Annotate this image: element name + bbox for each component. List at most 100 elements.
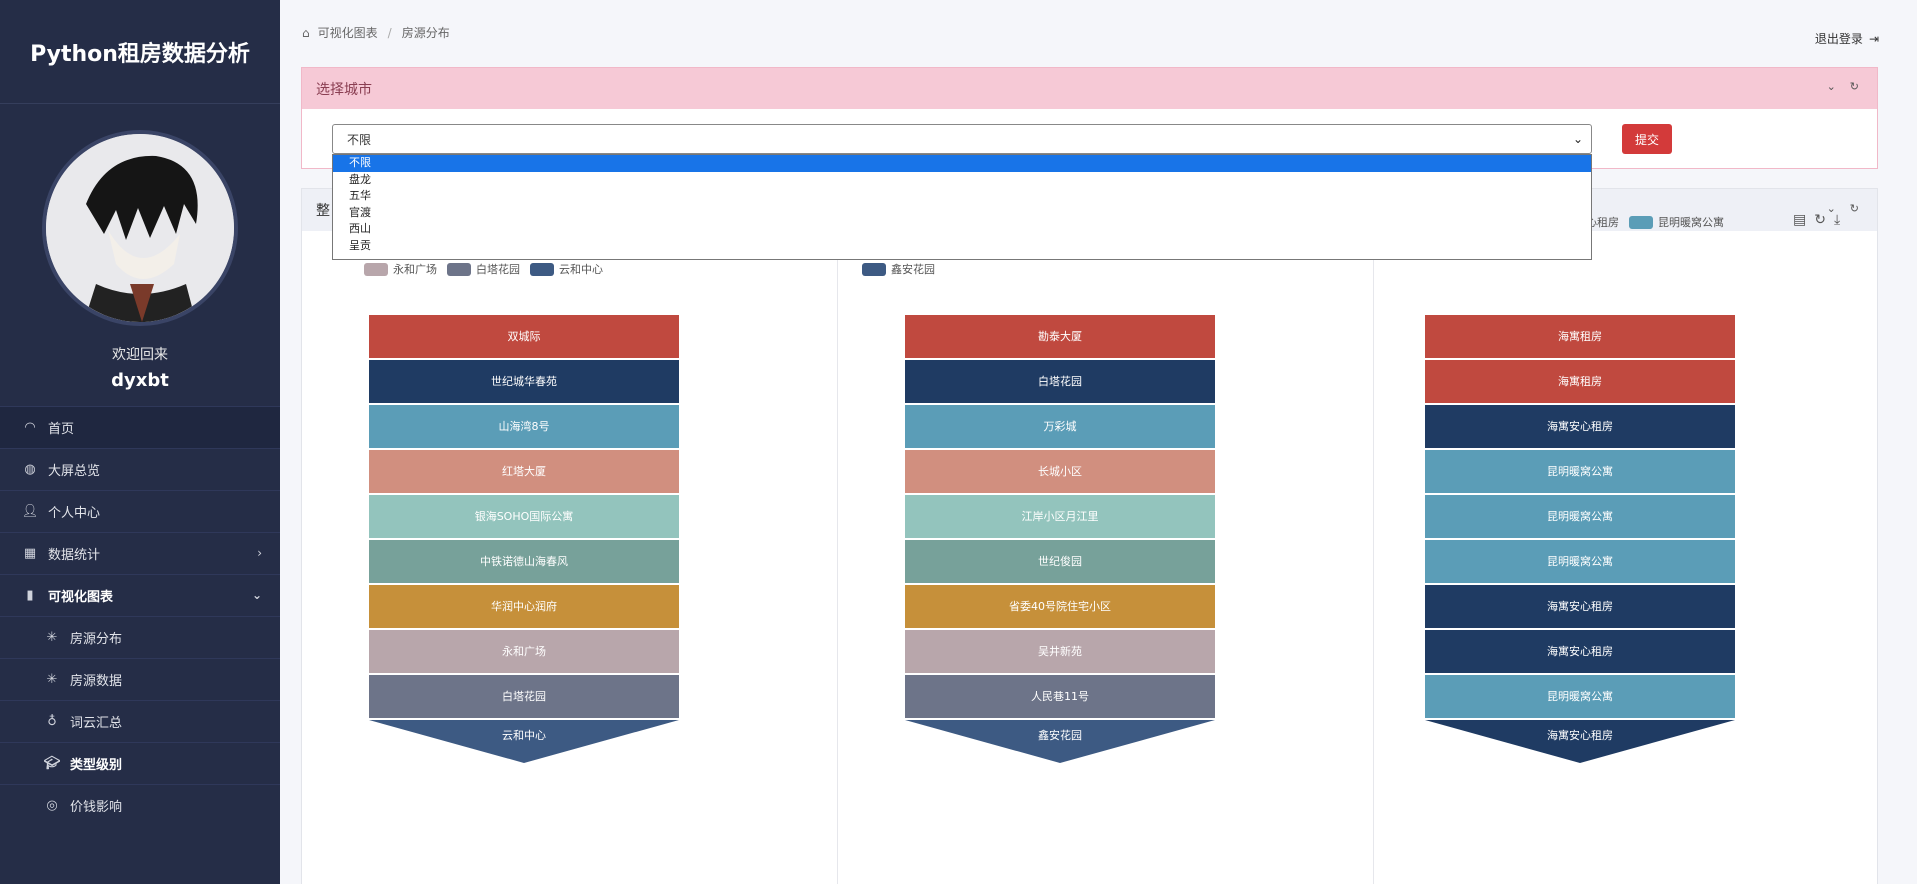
funnel-chart: 双城际世纪城华春苑山海湾8号红塔大厦银海SOHO国际公寓中铁诺德山海春风华润中心… (369, 315, 679, 763)
city-panel-header: 选择城市 ⌄ ↻ (302, 68, 1877, 109)
sidebar-item-house-distribution[interactable]: ✳ 房源分布 (0, 616, 280, 658)
logout-label: 退出登录 (1814, 32, 1863, 46)
legend-item[interactable]: 鑫安花园 (862, 259, 935, 279)
dropdown-option[interactable]: 盘龙 (349, 172, 371, 186)
funnel-segment[interactable] (369, 585, 679, 628)
funnel-segment[interactable] (1425, 360, 1735, 403)
dropdown-option[interactable]: 五华 (349, 189, 371, 202)
funnel-segment[interactable] (905, 540, 1215, 583)
city-panel-title: 选择城市 (316, 81, 372, 98)
funnel-segment[interactable] (369, 675, 679, 718)
funnel-label: 永和广场 (502, 644, 546, 658)
funnel-segment[interactable] (1425, 315, 1735, 358)
funnel-segment[interactable] (905, 405, 1215, 448)
legend-item[interactable]: 云和中心 (530, 259, 603, 279)
refresh-icon[interactable]: ↻ (1849, 202, 1859, 215)
sidebar-item-label: 可视化图表 (48, 590, 114, 605)
funnel-segment[interactable] (905, 585, 1215, 628)
dropdown-option[interactable]: 官渡 (349, 205, 371, 219)
funnel-segment[interactable] (369, 720, 679, 763)
sidebar-item-label: 词云汇总 (70, 716, 123, 731)
funnel-segment[interactable] (369, 315, 679, 358)
refresh-icon[interactable]: ↻ (1849, 80, 1859, 93)
funnel-segment[interactable] (369, 495, 679, 538)
funnel-segment[interactable] (369, 540, 679, 583)
funnel-segment[interactable] (905, 360, 1215, 403)
funnel-chart: 勘泰大厦白塔花园万彩城长城小区江岸小区月江里世纪俊园省委40号院住宅小区吴井新苑… (905, 315, 1215, 763)
legend-item[interactable]: 昆明暖窝公寓 (1629, 212, 1724, 232)
data-view-icon[interactable]: ▤ (1793, 212, 1807, 228)
sidebar-item-statistics[interactable]: ▦ 数据统计 › (0, 532, 280, 574)
bar-chart-icon: ▮ (26, 588, 34, 603)
dashboard-icon: ◠ (24, 420, 36, 435)
logout-button[interactable]: 退出登录 ⇥ (1815, 30, 1879, 47)
chart-toolbox: ▤ ↻ ⤓ (1793, 212, 1840, 228)
funnel-segment[interactable] (905, 495, 1215, 538)
legend-swatch (862, 262, 886, 276)
collapse-icon[interactable]: ⌄ (1826, 80, 1836, 93)
funnel-segment[interactable] (369, 630, 679, 673)
funnel-label: 海寓安心租房 (1547, 599, 1613, 613)
funnel-segment[interactable] (1425, 450, 1735, 493)
legend-label: 白塔花园 (476, 263, 520, 276)
funnel-segment[interactable] (905, 315, 1215, 358)
sidebar-item-home[interactable]: ◠ 首页 (0, 406, 280, 448)
funnel-segment[interactable] (1425, 720, 1735, 763)
funnel-label: 省委40号院住宅小区 (1009, 599, 1111, 613)
funnel-label: 世纪城华春苑 (491, 374, 557, 388)
funnel-chart: 海寓租房海寓租房海寓安心租房昆明暖窝公寓昆明暖窝公寓昆明暖窝公寓海寓安心租房海寓… (1425, 315, 1735, 763)
download-icon[interactable]: ⤓ (1833, 212, 1841, 228)
collapse-icon[interactable]: ⌄ (1826, 202, 1836, 215)
funnel-segment[interactable] (1425, 495, 1735, 538)
funnel-label: 万彩城 (1044, 420, 1077, 433)
funnel-segment[interactable] (1425, 540, 1735, 583)
sidebar-item-price-impact[interactable]: ◎ 价钱影响 (0, 784, 280, 826)
funnel-segment[interactable] (1425, 630, 1735, 673)
sidebar-item-profile[interactable]: 👤︎ 个人中心 (0, 490, 280, 532)
funnel-segment[interactable] (369, 450, 679, 493)
sidebar-menu: ◠ 首页 ◍ 大屏总览 👤︎ 个人中心 ▦ 数据统计 › ▮ 可视化图表 ⌄ ✳… (0, 406, 280, 826)
sun-icon: ✳ (46, 630, 58, 645)
sidebar-item-type-level[interactable]: 🎓︎ 类型级别 (0, 742, 280, 784)
dropdown-option[interactable]: 不限 (333, 155, 1591, 172)
city-select[interactable]: 不限 ⌄ (332, 124, 1592, 154)
restore-icon[interactable]: ↻ (1814, 212, 1826, 228)
funnel-label: 昆明暖窝公寓 (1547, 689, 1613, 703)
sidebar-item-label: 房源数据 (70, 674, 123, 689)
username: dyxbt (111, 370, 169, 391)
dropdown-option[interactable]: 西山 (349, 222, 371, 235)
sidebar-item-label: 价钱影响 (70, 800, 123, 815)
sidebar-item-overview[interactable]: ◍ 大屏总览 (0, 448, 280, 490)
legend-swatch (447, 262, 471, 276)
breadcrumb-parent[interactable]: 可视化图表 (317, 26, 378, 40)
funnel-segment[interactable] (369, 360, 679, 403)
sidebar-item-label: 数据统计 (48, 548, 101, 563)
funnel-segment[interactable] (1425, 585, 1735, 628)
dropdown-option[interactable]: 呈贡 (349, 238, 371, 252)
funnel-segment[interactable] (905, 450, 1215, 493)
city-dropdown-list: 不限 盘龙 五华 官渡 西山 呈贡 (332, 154, 1592, 260)
legend-item[interactable]: 白塔花园 (447, 259, 520, 279)
funnel-label: 江岸小区月江里 (1022, 510, 1099, 523)
funnel-label: 昆明暖窝公寓 (1547, 464, 1613, 478)
submit-button[interactable]: 提交 (1622, 124, 1672, 154)
funnel-label: 勘泰大厦 (1038, 329, 1082, 343)
sidebar-item-charts[interactable]: ▮ 可视化图表 ⌄ (0, 574, 280, 616)
funnel-segment[interactable] (905, 630, 1215, 673)
sidebar-item-wordcloud[interactable]: ♁ 词云汇总 (0, 700, 280, 742)
funnel-label: 海寓安心租房 (1547, 419, 1613, 433)
legend-swatch (530, 262, 554, 276)
home-icon[interactable]: ⌂ (302, 25, 310, 40)
funnel-segment[interactable] (1425, 405, 1735, 448)
globe-icon: ◍ (24, 462, 36, 477)
funnel-segment[interactable] (905, 675, 1215, 718)
funnel-segment[interactable] (1425, 675, 1735, 718)
legend-item[interactable]: 永和广场 (364, 259, 437, 279)
sidebar-item-house-data[interactable]: ✳ 房源数据 (0, 658, 280, 700)
chevron-down-icon: ⌄ (251, 588, 262, 602)
funnel-segment[interactable] (369, 405, 679, 448)
funnel-segment[interactable] (905, 720, 1215, 763)
funnel-label: 中铁诺德山海春风 (480, 554, 568, 568)
